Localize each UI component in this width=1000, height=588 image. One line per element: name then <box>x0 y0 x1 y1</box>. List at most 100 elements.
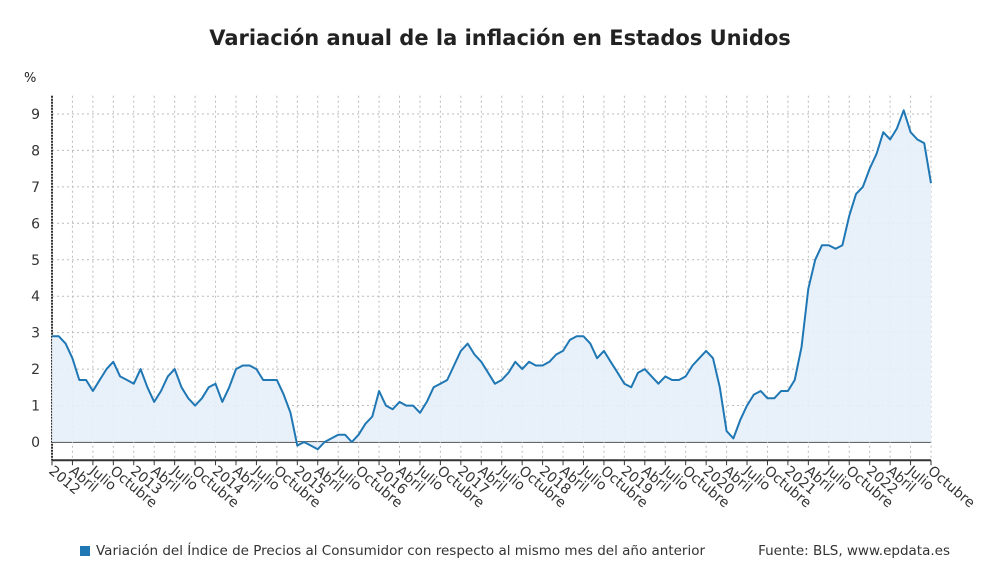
data-point <box>513 360 517 364</box>
y-tick-label: 1 <box>31 399 40 415</box>
data-point <box>84 378 88 382</box>
data-point <box>718 385 722 389</box>
x-tick-label: Octubre <box>924 463 977 511</box>
data-point <box>241 363 245 367</box>
data-point <box>105 367 109 371</box>
data-point <box>329 436 333 440</box>
legend-label: Variación del Índice de Precios al Consu… <box>96 543 706 559</box>
data-point <box>922 141 926 145</box>
data-point <box>214 382 218 386</box>
data-point <box>616 371 620 375</box>
data-point <box>813 258 817 262</box>
data-point <box>459 349 463 353</box>
data-point <box>609 360 613 364</box>
data-point <box>50 334 54 338</box>
data-point <box>663 374 667 378</box>
data-point <box>139 367 143 371</box>
data-point <box>650 374 654 378</box>
data-point <box>370 414 374 418</box>
data-point <box>452 363 456 367</box>
data-point <box>806 287 810 291</box>
data-point <box>268 378 272 382</box>
data-point <box>759 389 763 393</box>
data-point <box>643 367 647 371</box>
data-point <box>629 385 633 389</box>
data-point <box>234 367 238 371</box>
data-point <box>186 396 190 400</box>
data-point <box>173 367 177 371</box>
data-point <box>323 440 327 444</box>
data-point <box>432 385 436 389</box>
y-tick-label: 7 <box>31 180 40 196</box>
data-point <box>302 440 306 444</box>
data-point <box>834 247 838 251</box>
data-point <box>418 411 422 415</box>
data-point <box>425 400 429 404</box>
data-point <box>800 345 804 349</box>
data-point <box>861 185 865 189</box>
data-point <box>827 243 831 247</box>
data-point <box>670 378 674 382</box>
data-point <box>779 389 783 393</box>
data-point <box>200 396 204 400</box>
data-point <box>411 404 415 408</box>
data-point <box>363 422 367 426</box>
data-point <box>697 356 701 360</box>
data-point <box>166 374 170 378</box>
data-point <box>793 378 797 382</box>
data-point <box>588 342 592 346</box>
y-tick-label: 5 <box>31 253 40 269</box>
y-tick-label: 6 <box>31 216 40 232</box>
data-point <box>288 411 292 415</box>
data-point <box>840 243 844 247</box>
legend: Variación del Índice de Precios al Consu… <box>80 543 705 559</box>
source-text: Fuente: BLS, www.epdata.es <box>758 543 950 559</box>
data-point <box>159 389 163 393</box>
data-point <box>316 447 320 451</box>
data-point <box>874 152 878 156</box>
y-tick-label: 3 <box>31 326 40 342</box>
data-point <box>725 429 729 433</box>
data-point <box>534 363 538 367</box>
data-point <box>622 382 626 386</box>
data-point <box>888 137 892 141</box>
data-point <box>398 400 402 404</box>
data-point <box>438 382 442 386</box>
data-point <box>820 243 824 247</box>
data-point <box>575 334 579 338</box>
data-point <box>391 407 395 411</box>
data-point <box>684 374 688 378</box>
data-point <box>57 334 61 338</box>
data-point <box>479 360 483 364</box>
data-point <box>581 334 585 338</box>
legend-swatch <box>80 546 90 556</box>
data-point <box>261 378 265 382</box>
area-fill <box>52 110 931 450</box>
data-point <box>520 367 524 371</box>
data-point <box>847 214 851 218</box>
data-point <box>377 389 381 393</box>
data-point <box>295 444 299 448</box>
data-point <box>282 393 286 397</box>
data-point <box>731 436 735 440</box>
data-point <box>145 385 149 389</box>
data-point <box>881 130 885 134</box>
data-point <box>248 363 252 367</box>
y-axis-label: % <box>24 71 36 86</box>
data-point <box>704 349 708 353</box>
data-point <box>118 374 122 378</box>
data-point <box>336 433 340 437</box>
y-tick-label: 9 <box>31 107 40 123</box>
data-point <box>179 385 183 389</box>
data-point <box>765 396 769 400</box>
data-point <box>547 360 551 364</box>
data-point <box>125 378 129 382</box>
data-point <box>466 342 470 346</box>
data-point <box>404 404 408 408</box>
data-point <box>711 356 715 360</box>
data-point <box>64 342 68 346</box>
data-point <box>786 389 790 393</box>
data-point <box>868 167 872 171</box>
data-point <box>902 108 906 112</box>
data-point <box>500 378 504 382</box>
